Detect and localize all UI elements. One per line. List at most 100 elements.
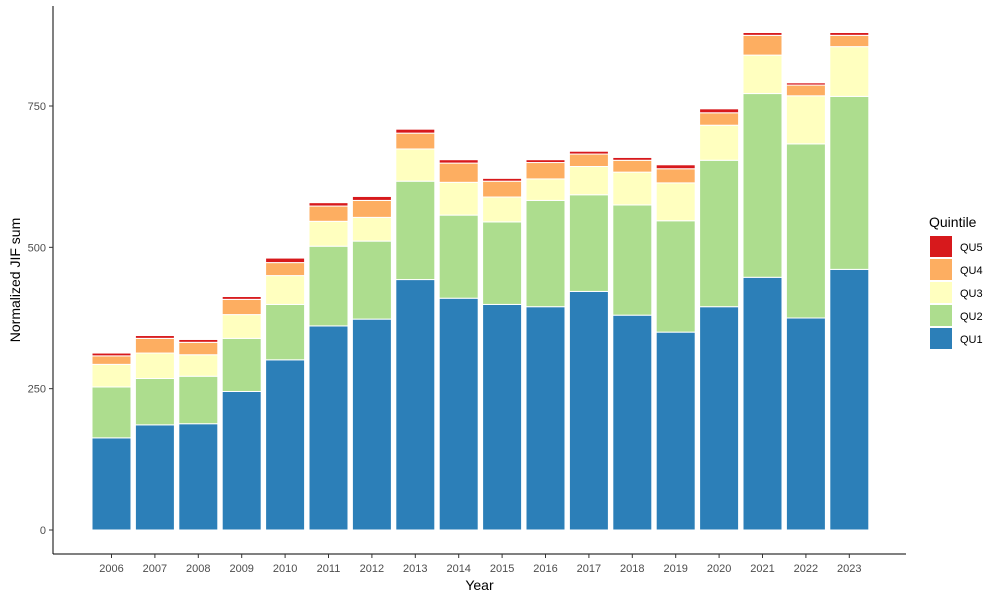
y-tick-label: 0: [40, 525, 46, 537]
bar-2011-qu1: [308, 325, 349, 531]
bar-2014-qu3: [438, 181, 479, 216]
bar-2021-qu2: [742, 93, 783, 278]
bar-2016-qu5: [525, 159, 566, 164]
bar-2013-qu1: [395, 279, 436, 531]
x-tick-label: 2015: [490, 563, 514, 575]
bar-2023-qu5: [829, 32, 870, 36]
bars-layer: [91, 32, 870, 531]
bar-2007-qu1: [134, 424, 175, 531]
bar-2022-qu5: [785, 82, 826, 86]
bar-2018-qu5: [612, 156, 653, 161]
x-tick-label: 2013: [403, 563, 427, 575]
x-tick-label: 2007: [143, 563, 167, 575]
bar-2021-qu1: [742, 276, 783, 531]
x-tick-label: 2020: [707, 563, 731, 575]
bar-2012-qu1: [351, 318, 392, 531]
bar-2008-qu2: [178, 375, 219, 425]
bar-2011-qu5: [308, 202, 349, 207]
bar-2013-qu2: [395, 180, 436, 281]
bar-2006-qu3: [91, 363, 132, 388]
x-tick-label: 2006: [99, 563, 123, 575]
bar-2022-qu2: [785, 143, 826, 319]
bar-2018-qu1: [612, 314, 653, 531]
x-tick-label: 2023: [837, 563, 861, 575]
y-axis-ticks: 0 250 500 750: [28, 101, 53, 537]
bar-2009-qu2: [221, 337, 262, 392]
bar-2013-qu4: [395, 132, 436, 150]
bar-2023-qu4: [829, 34, 870, 48]
bar-2021-qu5: [742, 32, 783, 36]
bar-2007-qu3: [134, 352, 175, 379]
legend-label-qu2: QU2: [960, 311, 983, 323]
bar-2009-qu5: [221, 296, 262, 300]
bar-2020-qu2: [699, 159, 740, 308]
bar-2009-qu3: [221, 314, 262, 339]
bar-2010-qu1: [265, 359, 306, 531]
bar-2017-qu4: [568, 153, 609, 167]
bar-2022-qu4: [785, 84, 826, 97]
legend: Quintile QU5 QU4 QU3 QU2 QU1: [929, 214, 983, 349]
bar-2016-qu3: [525, 178, 566, 201]
bar-2014-qu2: [438, 214, 479, 299]
legend-label-qu1: QU1: [960, 334, 983, 346]
x-tick-label: 2021: [750, 563, 774, 575]
x-tick-label: 2009: [229, 563, 253, 575]
bar-2007-qu4: [134, 337, 175, 354]
bar-2019-qu2: [655, 220, 696, 333]
bar-2023-qu2: [829, 95, 870, 270]
bar-2014-qu5: [438, 159, 479, 164]
bar-2021-qu3: [742, 54, 783, 95]
bar-2022-qu3: [785, 95, 826, 145]
bar-2007-qu2: [134, 377, 175, 426]
bar-2018-qu2: [612, 204, 653, 316]
bar-2011-qu4: [308, 205, 349, 222]
bar-2018-qu4: [612, 159, 653, 173]
bar-2012-qu4: [351, 199, 392, 218]
x-tick-label: 2012: [360, 563, 384, 575]
bar-2014-qu4: [438, 162, 479, 183]
bar-2010-qu5: [265, 257, 306, 264]
legend-label-qu5: QU5: [960, 242, 983, 254]
x-tick-label: 2014: [446, 563, 470, 575]
bar-2017-qu1: [568, 290, 609, 531]
bar-2008-qu5: [178, 338, 219, 343]
y-tick-label: 750: [28, 101, 46, 113]
bar-2019-qu5: [655, 164, 696, 170]
x-tick-label: 2017: [577, 563, 601, 575]
bar-2011-qu3: [308, 220, 349, 247]
bar-2008-qu1: [178, 423, 219, 531]
bar-2006-qu4: [91, 355, 132, 365]
bar-2019-qu4: [655, 168, 696, 184]
bar-2017-qu5: [568, 150, 609, 155]
bar-2019-qu3: [655, 182, 696, 222]
bar-2015-qu1: [482, 303, 523, 531]
x-axis-ticks: 2006 2007 2008 2009 2010 2011 2012 2013 2014 2015…: [99, 554, 862, 575]
legend-key-qu3: [930, 282, 952, 303]
bar-2013-qu5: [395, 128, 436, 134]
bar-2016-qu2: [525, 199, 566, 308]
bar-2017-qu3: [568, 165, 609, 196]
x-tick-label: 2008: [186, 563, 210, 575]
legend-key-qu1: [930, 328, 952, 349]
bar-2021-qu4: [742, 34, 783, 56]
bar-2015-qu4: [482, 180, 523, 198]
bar-2018-qu3: [612, 171, 653, 206]
x-axis-title: Year: [465, 577, 494, 593]
x-tick-label: 2019: [663, 563, 687, 575]
bar-2015-qu2: [482, 221, 523, 305]
legend-key-qu5: [930, 236, 952, 257]
x-tick-label: 2016: [533, 563, 557, 575]
bar-2006-qu1: [91, 437, 132, 531]
bar-2011-qu2: [308, 245, 349, 327]
bar-2012-qu2: [351, 240, 392, 320]
bar-2006-qu2: [91, 386, 132, 439]
legend-title: Quintile: [929, 214, 977, 230]
bar-2017-qu2: [568, 194, 609, 292]
bar-2014-qu1: [438, 297, 479, 531]
x-tick-label: 2011: [317, 563, 341, 575]
bar-2007-qu5: [134, 335, 175, 339]
bar-2023-qu1: [829, 268, 870, 531]
bar-2013-qu3: [395, 148, 436, 182]
bar-2020-qu4: [699, 112, 740, 126]
bar-2020-qu5: [699, 108, 740, 114]
